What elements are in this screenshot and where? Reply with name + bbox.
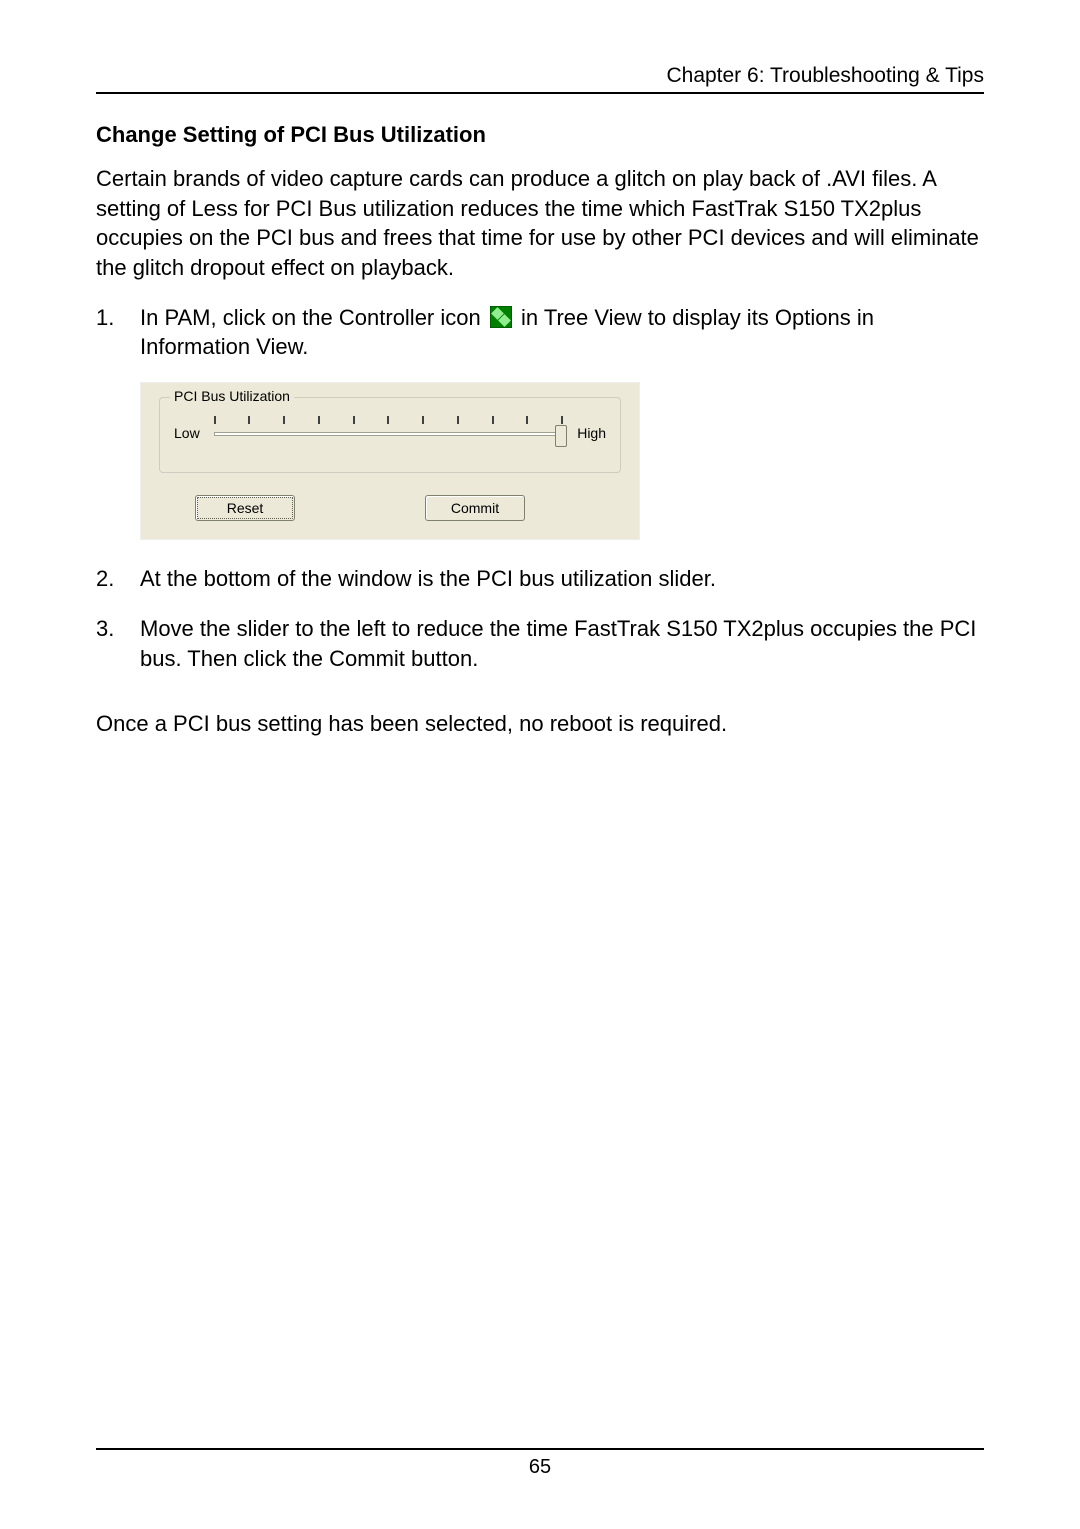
step-3: 3. Move the slider to the left to reduce…: [96, 614, 984, 673]
slider-thumb[interactable]: [555, 425, 567, 447]
step-number: 2.: [96, 564, 140, 594]
fieldset-legend: PCI Bus Utilization: [170, 388, 294, 404]
page-number: 65: [529, 1456, 551, 1478]
step-number: 3.: [96, 614, 140, 673]
pci-bus-utilization-panel: PCI Bus Utilization Low High: [140, 382, 640, 540]
section-title: Change Setting of PCI Bus Utilization: [96, 122, 984, 148]
controller-icon: [490, 306, 512, 328]
commit-button[interactable]: Commit: [425, 495, 525, 521]
reset-button[interactable]: Reset: [195, 495, 295, 521]
step-2: 2. At the bottom of the window is the PC…: [96, 564, 984, 594]
step-body: Move the slider to the left to reduce th…: [140, 614, 984, 673]
slider-label-low: Low: [174, 425, 200, 441]
pci-slider[interactable]: [214, 416, 564, 450]
intro-paragraph: Certain brands of video capture cards ca…: [96, 164, 984, 283]
step-text-before: In PAM, click on the Controller icon: [140, 305, 481, 330]
slider-row: Low High: [174, 416, 606, 450]
step-1: 1. In PAM, click on the Controller icon …: [96, 303, 984, 362]
pci-fieldset: PCI Bus Utilization Low High: [159, 397, 621, 473]
slider-groove: [214, 432, 564, 436]
slider-label-high: High: [577, 425, 606, 441]
closing-paragraph: Once a PCI bus setting has been selected…: [96, 709, 984, 739]
button-row: Reset Commit: [159, 495, 621, 521]
steps-list: 1. In PAM, click on the Controller icon …: [96, 303, 984, 693]
page-content: Chapter 6: Troubleshooting & Tips Change…: [96, 64, 984, 1464]
page-footer: 65: [96, 1448, 984, 1479]
step-body: In PAM, click on the Controller icon in …: [140, 303, 984, 362]
slider-ticks: [214, 416, 564, 428]
step-number: 1.: [96, 303, 140, 362]
step-body: At the bottom of the window is the PCI b…: [140, 564, 984, 594]
chapter-header: Chapter 6: Troubleshooting & Tips: [96, 64, 984, 94]
